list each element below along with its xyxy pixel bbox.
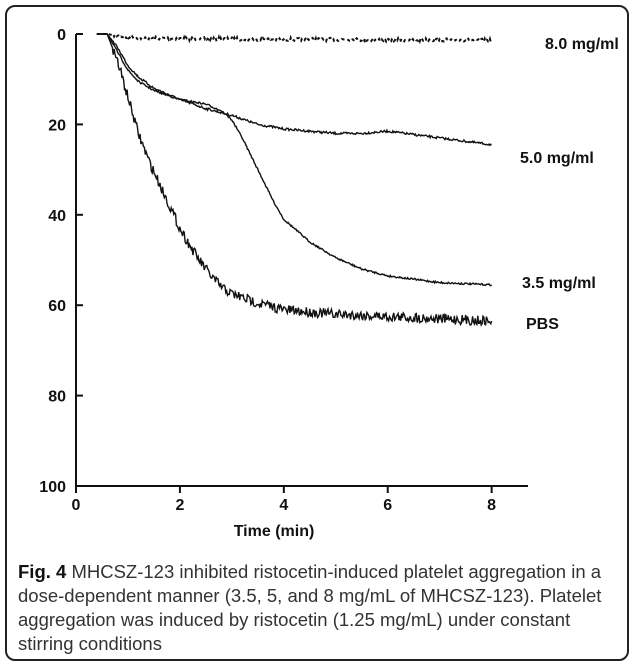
- series-line-pbs: [96, 33, 493, 327]
- y-tick-label: 40: [48, 208, 66, 225]
- y-tick-label: 80: [48, 389, 66, 406]
- x-tick-label: 4: [279, 497, 288, 514]
- x-axis-label: Time (min): [234, 523, 315, 540]
- series-line-8-0-mg-ml: [96, 32, 493, 45]
- y-tick-label: 100: [39, 479, 66, 496]
- plot-area: 0 20 40 60 80 100 0 2 4 6 8 Time (min) 8.0 mg/ml 5.0 …: [39, 27, 619, 540]
- x-tick-label: 8: [487, 497, 496, 514]
- x-tick-label: 6: [383, 497, 392, 514]
- y-tick-label: 20: [48, 117, 66, 134]
- series-label: 8.0 mg/ml: [545, 36, 619, 53]
- series-label: PBS: [526, 316, 559, 333]
- x-tick-label: 0: [72, 497, 81, 514]
- y-tick-label: 60: [48, 298, 66, 315]
- y-tick-label: 0: [57, 27, 66, 44]
- series-label: 3.5 mg/ml: [522, 275, 596, 292]
- caption-label: Fig. 4: [18, 561, 67, 582]
- x-tick-label: 2: [175, 497, 184, 514]
- figure-frame: [5, 5, 629, 661]
- figure-caption: Fig. 4 MHCSZ-123 inhibited ristocetin-in…: [18, 560, 618, 656]
- series-label: 5.0 mg/ml: [520, 150, 594, 167]
- series-line-5-0-mg-ml: [96, 33, 492, 147]
- caption-text: MHCSZ-123 inhibited ristocetin-induced p…: [18, 561, 602, 654]
- series-line-3-5-mg-ml: [96, 33, 493, 287]
